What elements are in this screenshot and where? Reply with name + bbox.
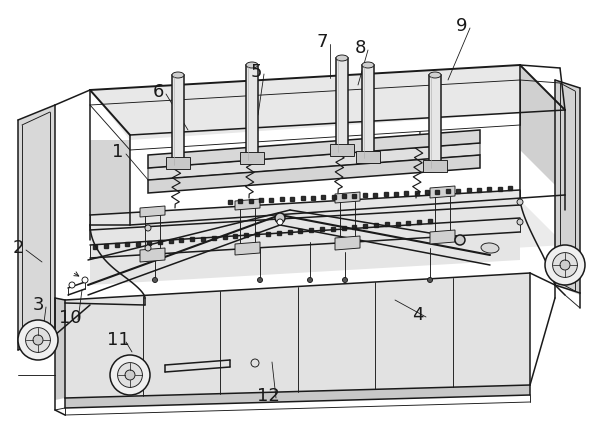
Circle shape — [69, 282, 75, 288]
Circle shape — [342, 277, 347, 282]
Circle shape — [560, 260, 570, 270]
Text: 1: 1 — [112, 143, 124, 161]
Circle shape — [552, 253, 577, 277]
Circle shape — [277, 219, 283, 225]
Polygon shape — [18, 105, 55, 350]
Polygon shape — [235, 199, 260, 210]
Ellipse shape — [172, 72, 184, 78]
Polygon shape — [172, 75, 184, 165]
Polygon shape — [166, 157, 190, 169]
Text: 3: 3 — [32, 296, 44, 314]
Polygon shape — [65, 273, 530, 398]
Text: 10: 10 — [59, 309, 81, 327]
Circle shape — [517, 219, 523, 225]
Circle shape — [308, 277, 313, 282]
Circle shape — [25, 328, 50, 352]
Polygon shape — [330, 144, 354, 156]
Circle shape — [257, 277, 262, 282]
Ellipse shape — [362, 62, 374, 68]
Polygon shape — [429, 75, 441, 168]
Text: 7: 7 — [316, 33, 328, 51]
Circle shape — [33, 335, 43, 345]
Polygon shape — [90, 140, 130, 225]
Circle shape — [82, 277, 88, 283]
Circle shape — [152, 277, 157, 282]
Polygon shape — [335, 192, 360, 203]
Polygon shape — [240, 152, 264, 164]
Polygon shape — [362, 65, 374, 158]
Polygon shape — [65, 385, 530, 408]
Circle shape — [145, 245, 151, 251]
Ellipse shape — [336, 55, 348, 61]
Polygon shape — [356, 151, 380, 163]
Circle shape — [145, 225, 151, 231]
Circle shape — [545, 245, 585, 285]
Polygon shape — [335, 236, 360, 250]
Ellipse shape — [481, 243, 499, 253]
Polygon shape — [148, 155, 480, 193]
Polygon shape — [430, 230, 455, 244]
Ellipse shape — [246, 62, 258, 68]
Text: 9: 9 — [456, 17, 468, 35]
Polygon shape — [140, 248, 165, 262]
Text: 4: 4 — [412, 306, 424, 324]
Polygon shape — [55, 298, 65, 400]
Text: 2: 2 — [12, 239, 24, 257]
Circle shape — [427, 277, 433, 282]
Polygon shape — [555, 80, 580, 295]
Polygon shape — [148, 130, 480, 168]
Text: 11: 11 — [107, 331, 129, 349]
Circle shape — [110, 355, 150, 395]
Ellipse shape — [429, 72, 441, 78]
Text: 6: 6 — [152, 83, 164, 101]
Polygon shape — [336, 58, 348, 152]
Polygon shape — [430, 186, 455, 198]
Polygon shape — [148, 143, 480, 180]
Polygon shape — [423, 160, 447, 172]
Circle shape — [18, 320, 58, 360]
Polygon shape — [520, 65, 565, 195]
Circle shape — [125, 370, 135, 380]
Circle shape — [275, 213, 285, 223]
Circle shape — [455, 235, 465, 245]
Polygon shape — [90, 65, 565, 140]
Polygon shape — [90, 200, 565, 270]
Polygon shape — [235, 242, 260, 255]
Text: 5: 5 — [250, 63, 262, 81]
Polygon shape — [246, 65, 258, 160]
Text: 12: 12 — [257, 387, 279, 405]
Polygon shape — [90, 190, 520, 285]
Polygon shape — [140, 206, 165, 217]
Circle shape — [517, 199, 523, 205]
Text: 8: 8 — [354, 39, 365, 57]
Circle shape — [118, 363, 143, 387]
